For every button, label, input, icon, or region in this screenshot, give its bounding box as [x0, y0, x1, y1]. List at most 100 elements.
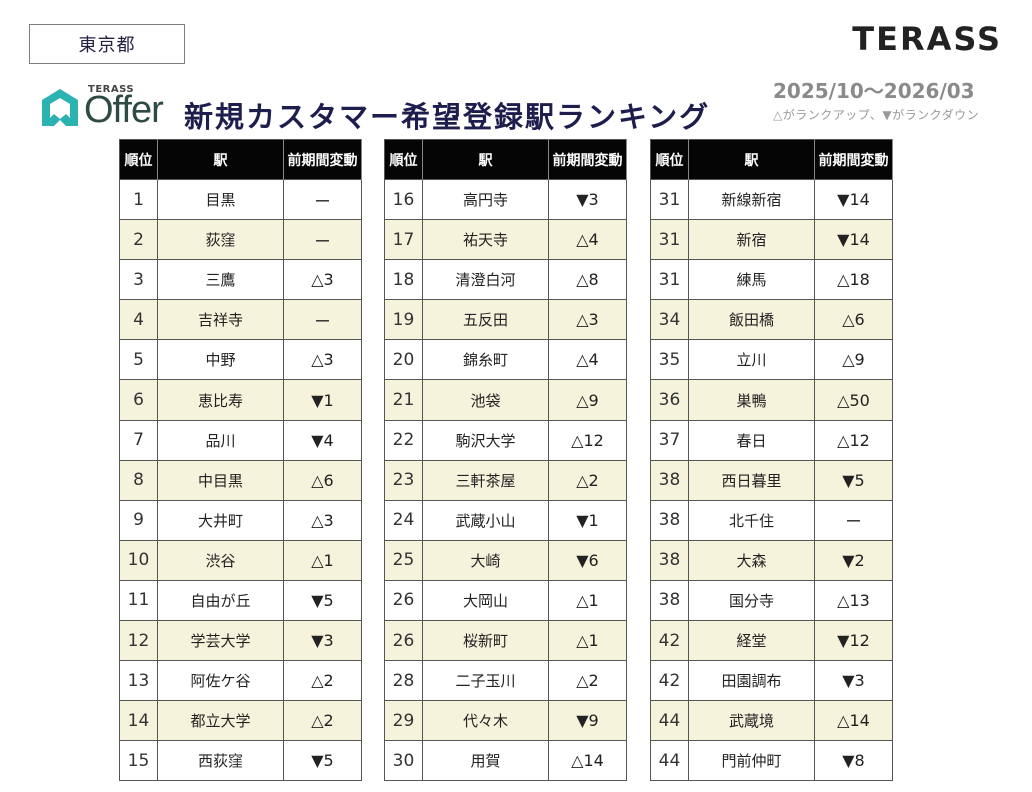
station-cell: 大岡山: [422, 579, 549, 622]
rank-cell: 24: [384, 499, 423, 541]
station-cell: 経堂: [688, 620, 815, 662]
rank-cell: 30: [384, 740, 423, 782]
table-row: 6 恵比寿 ▼1: [119, 379, 362, 421]
rank-cell: 35: [650, 339, 689, 381]
table-row: 24 武蔵小山 ▼1: [384, 499, 627, 541]
change-cell: ー: [814, 499, 893, 541]
table-row: 12 学芸大学 ▼3: [119, 620, 362, 662]
rank-cell: 34: [650, 299, 689, 341]
station-cell: 学芸大学: [157, 620, 284, 662]
rank-cell: 37: [650, 419, 689, 461]
change-cell: △8: [548, 259, 627, 301]
change-cell: ▼14: [814, 219, 893, 261]
table-row: 10 渋谷 △1: [119, 539, 362, 581]
station-cell: 阿佐ケ谷: [157, 660, 284, 702]
rank-cell: 18: [384, 259, 423, 301]
change-cell: △1: [548, 620, 627, 662]
rank-cell: 2: [119, 219, 158, 261]
station-cell: 三鷹: [157, 259, 284, 301]
change-cell: ▼3: [548, 178, 627, 221]
rank-cell: 19: [384, 299, 423, 341]
table-row: 30 用賀 △14: [384, 740, 627, 782]
page-title: 新規カスタマー希望登録駅ランキング: [184, 100, 711, 134]
station-cell: 高円寺: [422, 178, 549, 221]
column-header: 順位: [384, 139, 423, 180]
rank-cell: 31: [650, 259, 689, 301]
station-cell: 二子玉川: [422, 660, 549, 702]
rank-cell: 14: [119, 700, 158, 742]
rank-cell: 20: [384, 339, 423, 381]
table-row: 20 錦糸町 △4: [384, 339, 627, 381]
station-cell: 武蔵小山: [422, 499, 549, 541]
change-cell: △2: [283, 660, 362, 702]
station-cell: 西荻窪: [157, 740, 284, 782]
ranking-table-2: 順位駅前期間変動 16 高円寺 ▼3 17 祐天寺 △4 18 清澄白河 △8 19 五反田 △3 20 錦…: [384, 139, 627, 782]
table-header-row: 順位駅前期間変動: [384, 139, 627, 180]
column-header: 順位: [650, 139, 689, 180]
station-cell: 吉祥寺: [157, 299, 284, 341]
station-cell: 自由が丘: [157, 579, 284, 622]
station-cell: 国分寺: [688, 579, 815, 622]
station-cell: 錦糸町: [422, 339, 549, 381]
station-cell: 五反田: [422, 299, 549, 341]
table-row: 21 池袋 △9: [384, 379, 627, 421]
station-cell: 練馬: [688, 259, 815, 301]
column-header: 順位: [119, 139, 158, 180]
change-cell: ー: [283, 219, 362, 261]
change-cell: ー: [283, 178, 362, 221]
rank-cell: 11: [119, 579, 158, 622]
table-row: 38 大森 ▼2: [650, 539, 893, 581]
table-row: 26 大岡山 △1: [384, 579, 627, 622]
table-row: 36 巣鴨 △50: [650, 379, 893, 421]
change-cell: △2: [283, 700, 362, 742]
table-row: 22 駒沢大学 △12: [384, 419, 627, 461]
table-row: 31 新線新宿 ▼14: [650, 178, 893, 221]
ranking-table-3: 順位駅前期間変動 31 新線新宿 ▼14 31 新宿 ▼14 31 練馬 △18 34 飯田橋 △6 35…: [650, 139, 893, 782]
table-row: 34 飯田橋 △6: [650, 299, 893, 341]
station-cell: 北千住: [688, 499, 815, 541]
rank-cell: 23: [384, 459, 423, 501]
rank-cell: 28: [384, 660, 423, 702]
rank-cell: 36: [650, 379, 689, 421]
change-cell: △6: [283, 459, 362, 501]
table-row: 42 田園調布 ▼3: [650, 660, 893, 702]
change-cell: △9: [814, 339, 893, 381]
change-cell: △4: [548, 219, 627, 261]
change-cell: ▼3: [283, 620, 362, 662]
station-cell: 新線新宿: [688, 178, 815, 221]
table-row: 31 新宿 ▼14: [650, 219, 893, 261]
station-cell: 新宿: [688, 219, 815, 261]
change-cell: ▼5: [814, 459, 893, 501]
change-cell: △50: [814, 379, 893, 421]
table-row: 14 都立大学 △2: [119, 700, 362, 742]
station-cell: 門前仲町: [688, 740, 815, 782]
table-row: 23 三軒茶屋 △2: [384, 459, 627, 501]
change-cell: △14: [548, 740, 627, 782]
rank-cell: 44: [650, 740, 689, 782]
station-cell: 駒沢大学: [422, 419, 549, 461]
change-cell: △9: [548, 379, 627, 421]
rank-cell: 44: [650, 700, 689, 742]
station-cell: 祐天寺: [422, 219, 549, 261]
station-cell: 春日: [688, 419, 815, 461]
table-row: 38 西日暮里 ▼5: [650, 459, 893, 501]
change-cell: ▼5: [283, 579, 362, 622]
rank-cell: 38: [650, 499, 689, 541]
table-row: 42 経堂 ▼12: [650, 620, 893, 662]
change-cell: ▼1: [283, 379, 362, 421]
station-cell: 荻窪: [157, 219, 284, 261]
station-cell: 武蔵境: [688, 700, 815, 742]
rank-cell: 17: [384, 219, 423, 261]
change-cell: ▼9: [548, 700, 627, 742]
table-header-row: 順位駅前期間変動: [650, 139, 893, 180]
station-cell: 都立大学: [157, 700, 284, 742]
table-row: 18 清澄白河 △8: [384, 259, 627, 301]
station-cell: 西日暮里: [688, 459, 815, 501]
table-row: 31 練馬 △18: [650, 259, 893, 301]
table-row: 5 中野 △3: [119, 339, 362, 381]
change-cell: ▼2: [814, 539, 893, 581]
station-cell: 品川: [157, 419, 284, 461]
station-cell: 大森: [688, 539, 815, 581]
rank-cell: 26: [384, 620, 423, 662]
table-row: 26 桜新町 △1: [384, 620, 627, 662]
